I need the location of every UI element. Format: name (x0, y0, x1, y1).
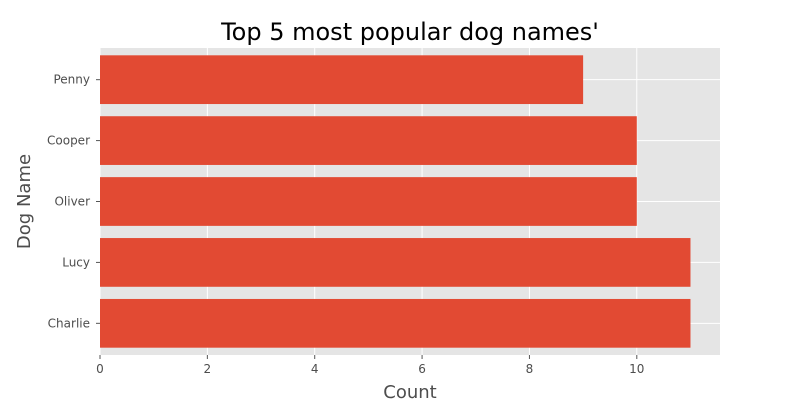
x-tick-label: 10 (629, 362, 644, 376)
bar-penny (100, 55, 584, 105)
y-tick-label: Penny (53, 73, 90, 87)
bar-lucy (100, 238, 691, 287)
y-axis-label: Dog Name (14, 154, 35, 249)
chart-title: Top 5 most popular dog names' (220, 18, 599, 46)
bar-oliver (100, 177, 637, 226)
bar-charlie (100, 298, 691, 348)
x-tick-label: 0 (96, 362, 104, 376)
x-axis-label: Count (383, 382, 436, 400)
y-tick-label: Charlie (48, 316, 90, 330)
bars (100, 55, 691, 348)
x-tick-label: 4 (311, 362, 319, 376)
bar-cooper (100, 116, 637, 165)
x-tick-label: 6 (418, 362, 426, 376)
x-tick-label: 2 (204, 362, 212, 376)
y-tick-label: Lucy (62, 255, 90, 269)
x-axis-ticks: 0 2 4 6 8 10 (96, 355, 644, 376)
y-axis-ticks: Charlie Lucy Oliver Cooper Penny (47, 73, 100, 330)
y-tick-label: Oliver (54, 195, 90, 209)
x-tick-label: 8 (526, 362, 534, 376)
y-tick-label: Cooper (47, 134, 90, 148)
